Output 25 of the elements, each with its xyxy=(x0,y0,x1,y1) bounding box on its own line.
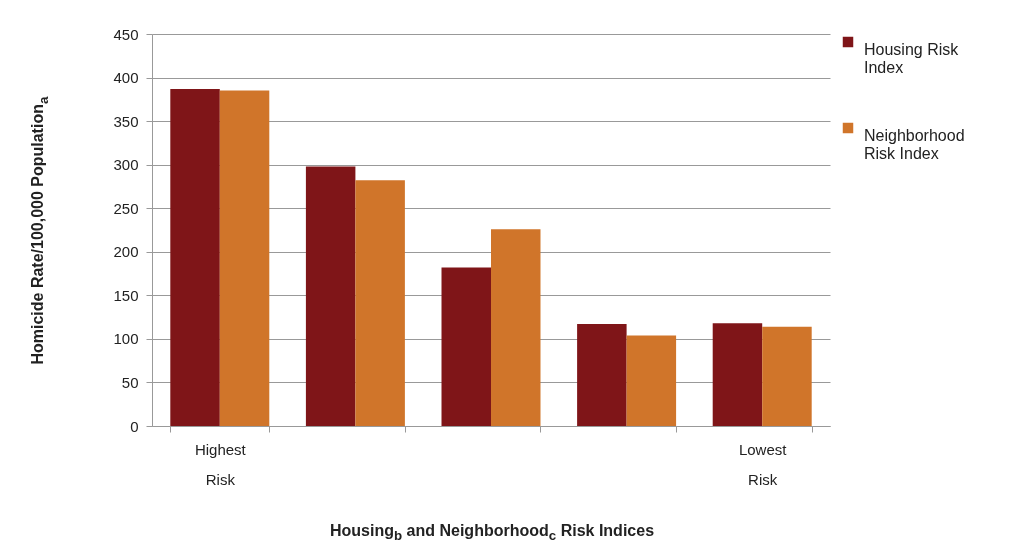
y-tick-label: 100 xyxy=(113,330,139,348)
y-tick-label: 0 xyxy=(130,417,139,435)
bar xyxy=(305,166,356,426)
y-tick-label: 300 xyxy=(113,156,139,174)
y-tick-label: 400 xyxy=(113,69,139,87)
y-tick-label: 350 xyxy=(113,112,139,130)
bar xyxy=(355,180,405,426)
y-tick-label: 150 xyxy=(113,286,139,304)
x-axis-title: Housing$_{b}$ and Neighborhood$_{c}$ Risk Indices xyxy=(328,522,656,544)
bar xyxy=(219,90,270,426)
legend-label: Housing Risk Index xyxy=(864,41,960,76)
bar xyxy=(577,324,627,426)
bar xyxy=(441,267,491,426)
x-tick-label: Lowest Risk xyxy=(738,440,788,488)
y-tick-label: 50 xyxy=(121,373,139,391)
legend-label: Neighborhood Risk Index xyxy=(864,127,965,162)
y-tick-label: 200 xyxy=(113,243,139,261)
bar xyxy=(626,335,677,426)
bar xyxy=(762,326,812,426)
x-tick-label: Highest Risk xyxy=(194,440,247,488)
bar xyxy=(170,88,220,426)
bar xyxy=(491,229,541,426)
y-tick-label: 250 xyxy=(113,199,139,217)
bar xyxy=(712,323,763,426)
y-tick-label: 450 xyxy=(113,25,139,43)
